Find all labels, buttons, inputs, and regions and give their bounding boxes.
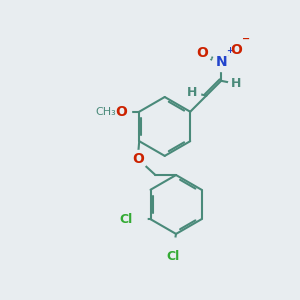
Text: Cl: Cl xyxy=(120,213,133,226)
Text: +: + xyxy=(226,46,233,55)
Text: O: O xyxy=(116,105,128,119)
Text: O: O xyxy=(230,43,242,57)
Text: −: − xyxy=(242,33,250,43)
Text: H: H xyxy=(187,86,197,99)
Text: CH₃: CH₃ xyxy=(95,107,116,117)
Text: O: O xyxy=(196,46,208,60)
Text: H: H xyxy=(231,77,241,90)
Text: O: O xyxy=(132,152,144,166)
Text: Cl: Cl xyxy=(167,250,180,263)
Text: N: N xyxy=(215,55,227,69)
